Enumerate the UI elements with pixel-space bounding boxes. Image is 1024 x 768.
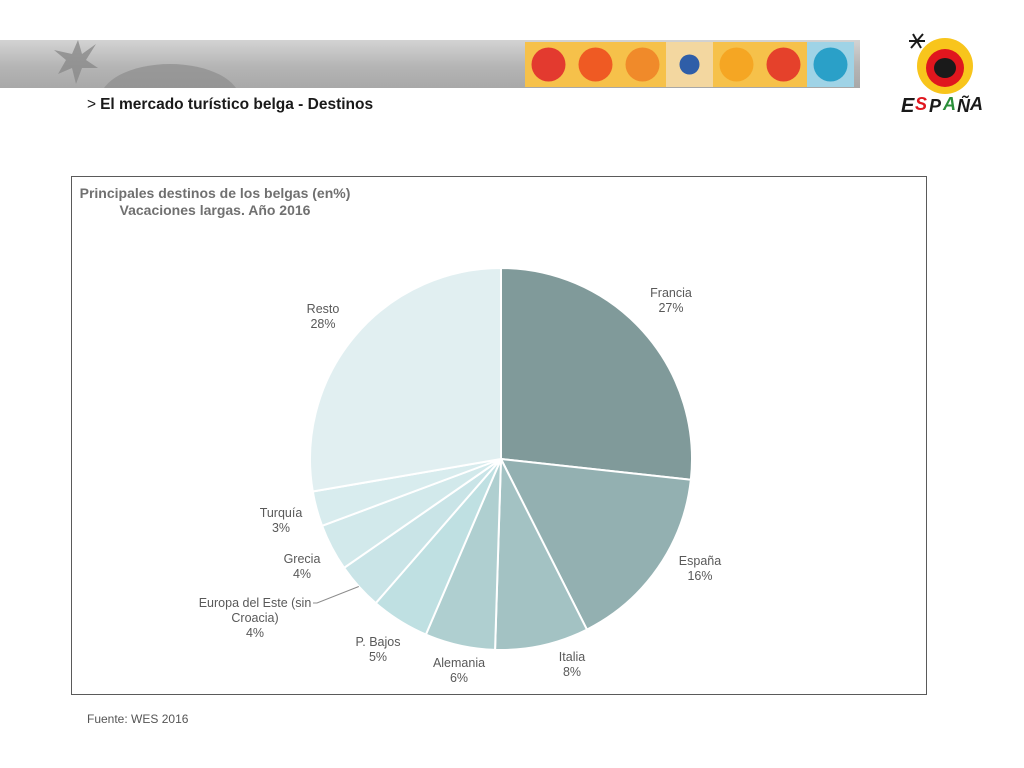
decorative-tile — [572, 42, 619, 87]
slice-data-label: Francia 27% — [650, 286, 692, 315]
banner-decoration-icon — [54, 40, 236, 88]
pie-chart: Francia 27% España 16% Italia 8% Alemania 6% P. … — [199, 266, 721, 685]
slice-data-label: P. Bajos 5% — [356, 635, 401, 664]
decorative-tile — [525, 42, 572, 87]
pie-slice — [500, 266, 693, 481]
title-text: El mercado turístico belga - Destinos — [100, 96, 374, 113]
pie-slice — [494, 458, 589, 651]
title-arrow: > — [87, 96, 97, 113]
source-value: WES 2016 — [131, 712, 189, 726]
svg-text:A: A — [969, 94, 983, 114]
espana-brand-logo-icon: E S P A Ñ A — [901, 33, 983, 117]
decorative-tile — [619, 42, 666, 87]
decorative-tile — [713, 42, 760, 87]
svg-text:Ñ: Ñ — [957, 95, 971, 116]
pie-slice — [309, 266, 502, 493]
svg-text:P: P — [929, 96, 942, 116]
pie-slice — [499, 457, 692, 631]
slice-data-label: Turquía 3% — [260, 506, 303, 535]
chart-container: Principales destinos de los belgas (en%)… — [71, 176, 927, 695]
svg-text:E: E — [901, 95, 915, 117]
label-leader-line — [313, 586, 359, 604]
svg-text:S: S — [915, 94, 927, 114]
slice-data-label: Europa del Este (sin Croacia) 4% — [199, 596, 312, 640]
chart-title: Principales destinos de los belgas (en%) — [79, 185, 351, 201]
chart-subtitle: Vacaciones largas. Año 2016 — [119, 202, 311, 218]
decorative-tile — [666, 42, 713, 87]
decorative-tile — [760, 42, 807, 87]
slice-data-label: Italia 8% — [559, 650, 585, 679]
source-label: Fuente: — [87, 712, 128, 726]
decorative-tile — [807, 42, 854, 87]
slice-data-label: Alemania 6% — [433, 656, 485, 685]
decorative-tiles — [525, 42, 854, 87]
chart-title-block: Principales destinos de los belgas (en%)… — [78, 185, 352, 219]
source-note: Fuente: WES 2016 — [87, 712, 188, 726]
svg-text:A: A — [942, 94, 956, 114]
slice-data-label: Resto 28% — [307, 302, 340, 331]
slice-data-label: España 16% — [679, 554, 721, 583]
page-title: > El mercado turístico belga - Destinos — [87, 96, 373, 114]
slice-data-label: Grecia 4% — [284, 552, 321, 581]
